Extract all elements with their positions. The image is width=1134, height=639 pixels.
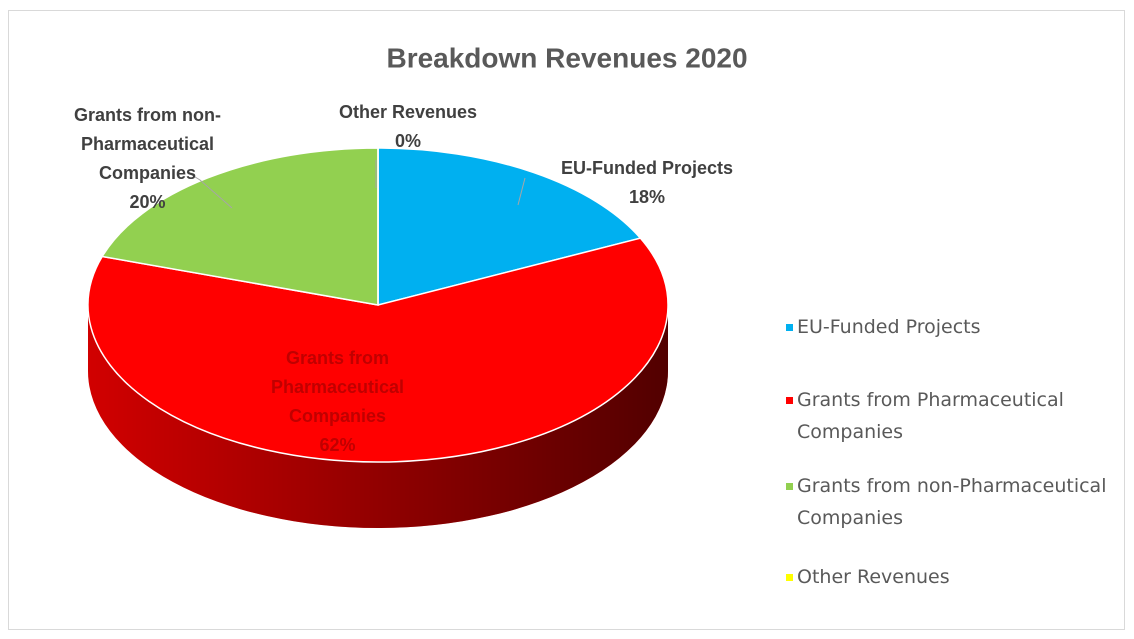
legend-swatch (786, 483, 793, 490)
data-label: Grants from non-Pharmaceutical Companies… (74, 105, 221, 212)
legend-label: Grants from non-Pharmaceutical Companies (797, 475, 1107, 529)
data-label: EU-Funded Projects 18% (560, 158, 734, 207)
data-label: Grants from Pharmaceutical Companies 62% (270, 348, 405, 455)
legend-swatch (786, 397, 793, 404)
slice (100, 147, 379, 306)
legend-swatch (786, 574, 793, 581)
legend-entry: Other Revenues (786, 561, 1117, 593)
chart-title: Breakdown Revenues 2020 (386, 42, 747, 73)
data-label: Other Revenues 0% (338, 102, 478, 151)
legend-label: EU-Funded Projects (797, 316, 981, 338)
legend-label: Other Revenues (797, 566, 950, 588)
leader-line (517, 177, 526, 206)
legend-label: Grants from Pharmaceutical Companies (797, 389, 1064, 443)
legend-entry: Grants from Pharmaceutical Companies (786, 384, 1117, 448)
slice-side-shade (88, 305, 668, 528)
leader-line (186, 171, 233, 209)
pie (87, 147, 669, 528)
legend-swatch (786, 324, 793, 331)
slice (377, 147, 642, 306)
slice (87, 237, 669, 463)
legend-entry: EU-Funded Projects (786, 311, 1117, 343)
legend-entry: Grants from non-Pharmaceutical Companies (786, 470, 1117, 534)
